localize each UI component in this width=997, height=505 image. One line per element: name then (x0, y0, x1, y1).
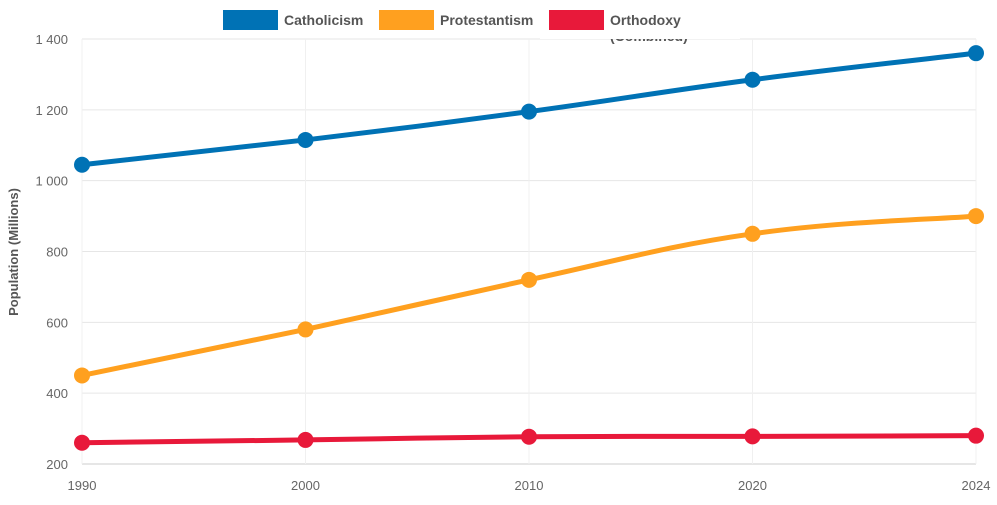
data-point (521, 271, 537, 288)
grid (81, 38, 977, 465)
y-tick-label: 1 000 (35, 174, 68, 189)
y-axis-label: Population (Millions) (6, 188, 21, 316)
legend-label: Catholicism (284, 12, 363, 28)
y-tick-label: 1 400 (35, 32, 68, 47)
data-point (297, 321, 314, 338)
x-tick-label: 2010 (515, 478, 544, 493)
data-point (968, 45, 984, 62)
y-tick-label: 800 (46, 245, 68, 260)
data-point (744, 225, 761, 242)
data-point (74, 434, 90, 451)
data-point (74, 367, 90, 384)
legend-label: Protestantism (440, 12, 533, 28)
data-point (968, 427, 984, 444)
x-tick-label: 2024 (962, 478, 991, 493)
data-point (521, 103, 537, 120)
data-point (297, 431, 314, 448)
legend-clip (540, 31, 740, 39)
data-point (297, 131, 314, 148)
data-point (968, 208, 984, 225)
x-axis: 1990 2000 2010 2020 2024 (68, 478, 991, 493)
data-point (74, 156, 90, 173)
series-group (74, 45, 984, 451)
data-point (744, 428, 761, 445)
legend-swatch (223, 10, 278, 30)
y-tick-label: 200 (46, 457, 68, 472)
y-tick-label: 600 (46, 315, 68, 330)
legend-swatch (549, 10, 604, 30)
x-tick-label: 2020 (738, 478, 767, 493)
data-point (744, 71, 761, 88)
x-tick-label: 1990 (68, 478, 97, 493)
legend: CatholicismProtestantismOrthodoxy(Combin… (223, 10, 740, 44)
y-tick-label: 400 (46, 386, 68, 401)
legend-label: Orthodoxy (610, 12, 681, 28)
x-tick-label: 2000 (291, 478, 320, 493)
data-point (521, 428, 537, 445)
y-tick-label: 1 200 (35, 103, 68, 118)
legend-swatch (379, 10, 434, 30)
y-axis: 200 400 600 800 1 000 1 200 1 400 (35, 32, 68, 472)
